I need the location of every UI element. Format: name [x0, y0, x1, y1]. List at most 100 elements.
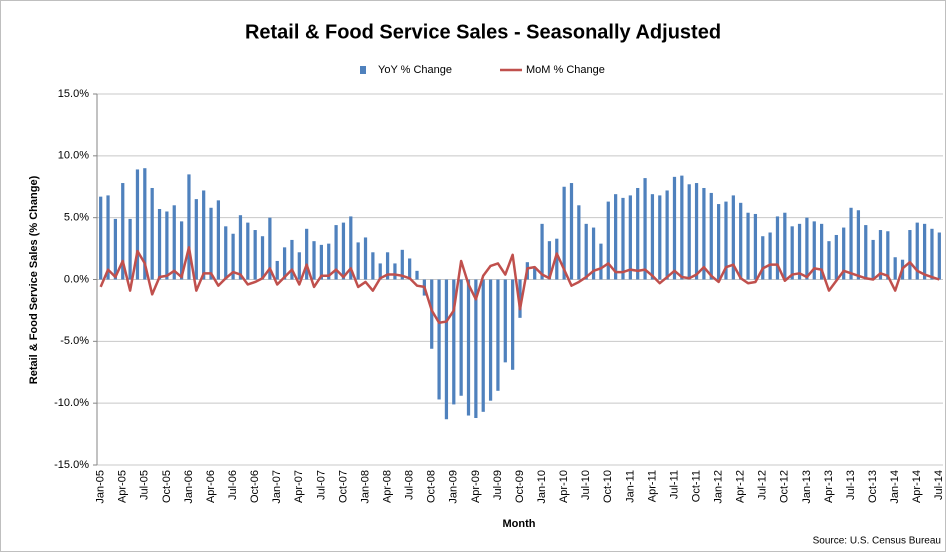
x-tick-label: Apr-06 — [205, 470, 217, 503]
x-tick-label: Jul-13 — [845, 470, 857, 500]
bar — [297, 252, 301, 280]
bar — [819, 223, 824, 280]
bar — [496, 279, 500, 391]
x-tick-label: Jan-09 — [448, 470, 460, 504]
bar — [606, 201, 610, 280]
x-tick-label: Jul-12 — [757, 470, 769, 500]
bar — [378, 263, 382, 280]
bar — [503, 279, 507, 363]
bar — [915, 222, 919, 280]
bar — [179, 221, 184, 280]
bar — [466, 279, 471, 416]
bar — [753, 213, 758, 280]
x-tick-label: Apr-09 — [470, 470, 482, 503]
bar — [474, 279, 478, 419]
bar — [842, 227, 846, 280]
bar — [643, 178, 647, 280]
bar — [555, 238, 559, 280]
bar — [599, 243, 603, 280]
x-tick-label: Oct-11 — [690, 470, 702, 502]
bar — [547, 241, 552, 280]
legend-swatch — [360, 66, 366, 74]
bar — [385, 252, 390, 280]
bar — [856, 210, 861, 280]
bar — [650, 194, 655, 280]
bar — [886, 231, 890, 280]
x-tick-label: Apr-12 — [735, 470, 747, 503]
y-axis-title: Retail & Food Service Sales (% Change) — [28, 175, 40, 384]
bar — [790, 226, 794, 280]
bar — [665, 190, 669, 280]
bar — [371, 252, 375, 280]
bar — [275, 260, 279, 280]
bar — [437, 279, 441, 400]
x-tick-label: Oct-10 — [602, 470, 614, 503]
bar — [334, 225, 338, 280]
bar — [106, 195, 110, 280]
bar — [569, 183, 574, 280]
x-tick-label: Oct-08 — [426, 470, 438, 503]
bar — [702, 187, 706, 280]
x-tick-label: Oct-12 — [779, 470, 791, 503]
bar — [165, 211, 169, 280]
bar — [113, 218, 118, 280]
x-tick-label: Jul-09 — [492, 470, 504, 500]
x-tick-label: Jul-14 — [933, 470, 945, 500]
bar — [908, 230, 912, 280]
y-tick-label: 0.0% — [64, 273, 89, 285]
x-tick-label: Jan-12 — [713, 470, 725, 504]
x-tick-label: Jul-08 — [404, 470, 416, 500]
bar — [224, 226, 228, 280]
bar — [363, 237, 368, 280]
x-tick-label: Jan-08 — [359, 470, 371, 504]
bar — [783, 212, 787, 280]
bar — [341, 222, 346, 280]
bar — [518, 279, 522, 318]
legend-label: YoY % Change — [378, 64, 452, 76]
bar — [893, 257, 897, 280]
y-tick-label: -10.0% — [54, 397, 89, 409]
x-tick-label: Jul-10 — [580, 470, 592, 500]
y-tick-label: -15.0% — [54, 459, 89, 471]
bar — [216, 200, 221, 280]
bar — [268, 217, 272, 280]
bar — [717, 204, 721, 280]
x-tick-label: Apr-11 — [646, 470, 658, 502]
bar — [150, 187, 154, 280]
bar — [459, 279, 463, 396]
bar — [238, 215, 243, 280]
bar — [305, 228, 309, 280]
bar — [724, 201, 728, 280]
bar — [849, 207, 853, 280]
bar — [231, 233, 235, 280]
bar — [827, 241, 831, 280]
x-tick-label: Oct-09 — [514, 470, 526, 503]
y-tick-label: -5.0% — [60, 335, 89, 347]
bar — [415, 270, 419, 280]
bar — [731, 195, 735, 280]
x-tick-label: Oct-07 — [337, 470, 349, 503]
bar — [260, 236, 265, 280]
bar — [135, 169, 140, 280]
bar — [209, 207, 213, 280]
y-tick-label: 15.0% — [58, 88, 89, 100]
bar — [775, 216, 780, 280]
bar — [812, 221, 816, 280]
bar — [768, 232, 772, 280]
bar — [400, 249, 404, 280]
x-tick-label: Oct-05 — [161, 470, 173, 503]
x-tick-label: Apr-08 — [381, 470, 393, 503]
x-tick-label: Jan-10 — [536, 470, 548, 504]
bar — [871, 239, 875, 280]
x-tick-label: Jan-05 — [95, 470, 107, 504]
x-tick-label: Jan-14 — [889, 470, 901, 504]
x-tick-label: Apr-14 — [911, 470, 923, 503]
x-tick-label: Apr-07 — [293, 470, 305, 503]
bar — [658, 195, 662, 280]
bar — [187, 174, 191, 280]
bar — [194, 199, 198, 280]
bar — [628, 195, 632, 280]
y-tick-label: 5.0% — [64, 212, 89, 224]
bar — [694, 183, 699, 280]
